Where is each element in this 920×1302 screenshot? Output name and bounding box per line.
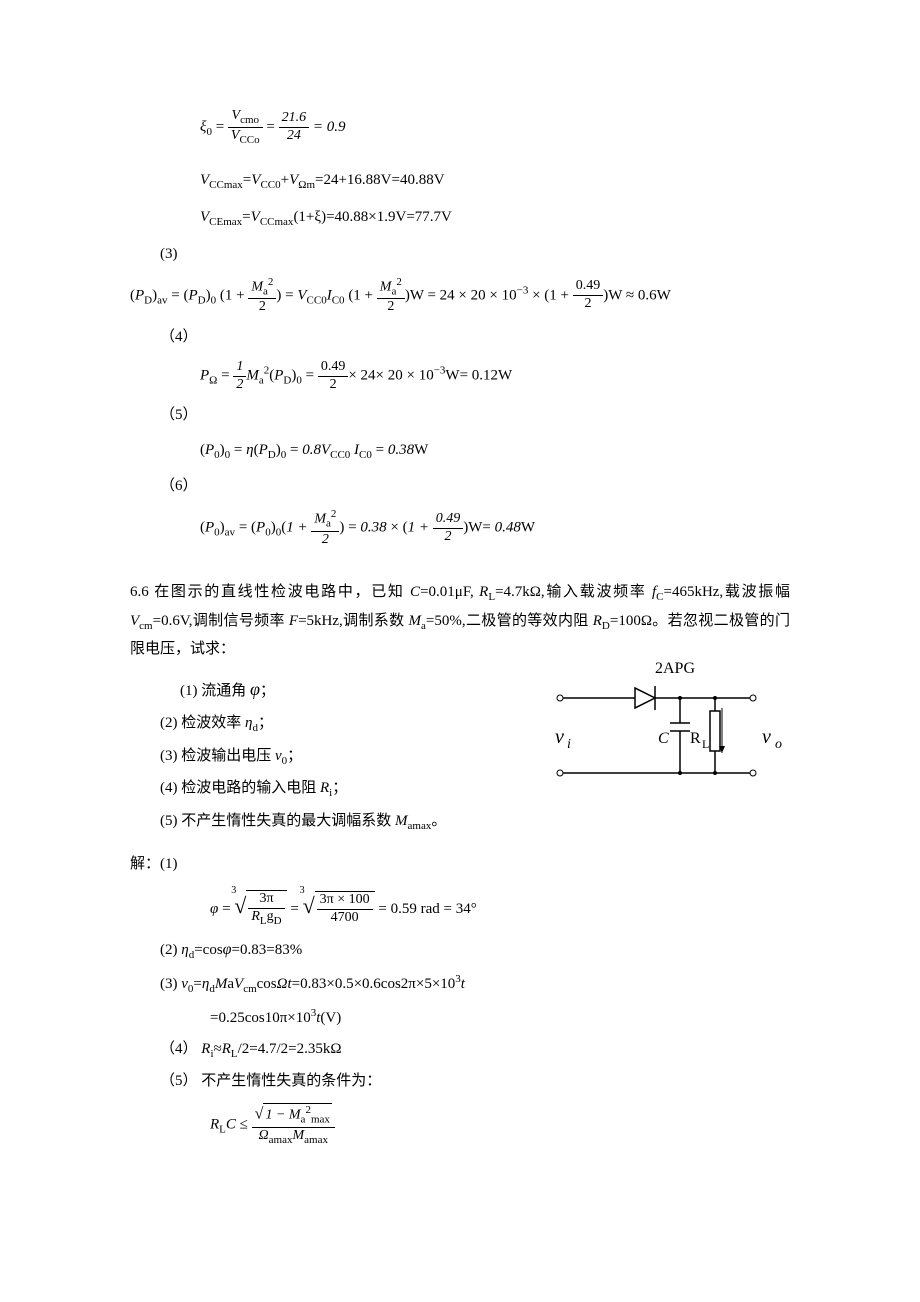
step-6-label: （6）: [160, 473, 790, 500]
problem-text-1: 在图示的直线性检波电路中，已知: [149, 584, 410, 600]
solution-label: 解：(1): [130, 851, 790, 878]
problem-text-3: 载波振幅: [723, 584, 790, 600]
equation-p0-av: (P0)av = (P0)0(1 + Ma22) = 0.38 × (1 + 0…: [200, 508, 790, 548]
equation-xi0: ξ0 = VcmoVCCo = 21.624 = 0.9: [200, 108, 790, 147]
equation-vccmax: VCCmax=VCC0+VΩm=24+16.88V=40.88V: [200, 167, 790, 196]
solution-1-eq: φ = 3 √3πRLgD = 3 √3π × 1004700 = 0.59 r…: [210, 886, 790, 928]
svg-text:C: C: [658, 730, 669, 747]
svg-text:o: o: [775, 737, 782, 752]
solution-3b: =0.25cos10π×103t(V): [210, 1004, 790, 1032]
problem-text-6: 二极管的等效内阻: [466, 613, 593, 629]
problem-text-4: 调制信号频率: [192, 613, 288, 629]
svg-text:i: i: [567, 737, 571, 752]
diode-label: 2APG: [655, 660, 695, 677]
solution-2: (2) ηd=cosφ=0.83=83%: [160, 936, 790, 966]
step-5-label: （5）: [160, 402, 790, 429]
problem-text-5: 调制系数: [343, 613, 409, 629]
svg-text:v: v: [555, 726, 564, 748]
solution-6-eq: RLC ≤ √1 − Ma2max ΩamaxMamax: [210, 1103, 790, 1147]
svg-text:L: L: [702, 737, 709, 751]
equation-p0-0: (P0)0 = η(PD)0 = 0.8VCC0 IC0 = 0.38W: [200, 437, 790, 466]
svg-text:v: v: [762, 726, 771, 748]
circuit-diagram: 2APG v i C R L v o: [540, 653, 790, 813]
svg-text:R: R: [690, 730, 701, 747]
problem-text-2: 输入载波频率: [545, 584, 652, 600]
solution-3a: (3) v0=ηdMaVcmcosΩt=0.83×0.5×0.6cos2π×5×…: [160, 970, 790, 1000]
problem-number: 6.6: [130, 584, 149, 600]
equation-pomega: PΩ = 12Ma2(PD)0 = 0.492× 24× 20 × 10−3W=…: [200, 359, 790, 394]
solution-4: （4） Ri≈RL/2=4.7/2=2.35kΩ: [160, 1036, 790, 1065]
problem-6-6: 6.6 在图示的直线性检波电路中，已知 C=0.01μF, RL=4.7kΩ,输…: [130, 579, 790, 664]
step-3-label: (3): [160, 241, 790, 268]
equation-pd-av: (PD)av = (PD)0 (1 + Ma22) = VCC0IC0 (1 +…: [130, 276, 790, 316]
equation-vcemax: VCEmax=VCCmax(1+ξ)=40.88×1.9V=77.7V: [200, 204, 790, 233]
solution-5: （5） 不产生惰性失真的条件为：: [160, 1068, 790, 1095]
step-4-label: （4）: [160, 324, 790, 351]
